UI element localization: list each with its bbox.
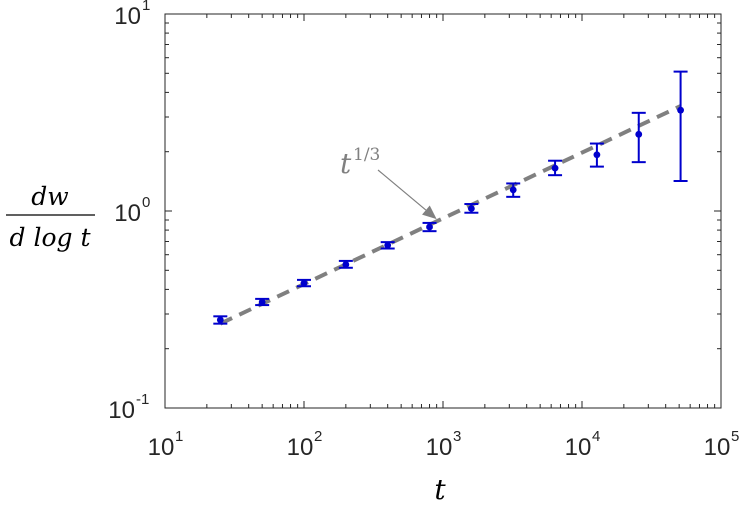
data-marker [342,261,350,268]
data-point [631,111,646,164]
data-marker [300,279,308,287]
x-tick-label: 10 [426,434,453,461]
x-tick-label: 10 [148,434,175,461]
x-tick-label: 10 [565,434,592,461]
y-tick-exponent: 1 [142,0,150,14]
x-tick-exponent: 4 [592,428,600,445]
data-marker [384,241,392,249]
annotation-arrow [377,169,427,211]
x-axis-label: t [434,473,446,506]
data-point [255,297,270,307]
data-points [213,70,688,325]
major-ticks [164,13,722,409]
data-point [589,142,604,168]
y-label-denominator: d log t [10,223,92,252]
data-point [338,259,353,269]
data-point [213,315,228,325]
y-tick-label: 10 [114,200,141,227]
x-tick-exponent: 3 [453,428,461,445]
y-tick-exponent: 0 [142,194,150,211]
plot-area [164,13,722,409]
data-marker [258,298,266,306]
fit-line [219,104,682,326]
data-marker [216,316,224,324]
data-point [297,278,311,288]
slope-annotation: t 1/3 [340,145,437,220]
annotation-arrowhead [422,205,437,220]
x-tick-labels: 10 1 10 2 10 3 10 4 10 5 [148,428,740,461]
data-point [548,159,563,177]
data-marker [467,205,475,212]
x-tick-exponent: 1 [175,428,183,445]
data-marker [635,130,643,138]
annotation-base: t [340,147,352,180]
data-point [380,241,395,250]
y-tick-label: 10 [108,397,135,424]
x-tick-exponent: 2 [314,428,322,445]
y-tick-label: 10 [114,3,141,30]
data-point [673,70,688,182]
x-tick-exponent: 5 [731,428,739,445]
y-label-numerator: dw [31,182,68,211]
data-point [506,182,521,198]
y-tick-exponent: -1 [136,391,149,408]
annotation-exponent: 1/3 [353,145,380,165]
x-tick-label: 10 [287,434,314,461]
data-marker [509,186,517,194]
y-axis-label: dw d log t [6,182,95,252]
data-marker [426,223,433,231]
data-point [422,221,437,233]
data-point [464,203,479,214]
data-marker [593,151,601,159]
x-tick-label: 10 [704,434,731,461]
data-marker [677,106,684,114]
data-marker [551,164,559,172]
minor-ticks [165,14,721,408]
